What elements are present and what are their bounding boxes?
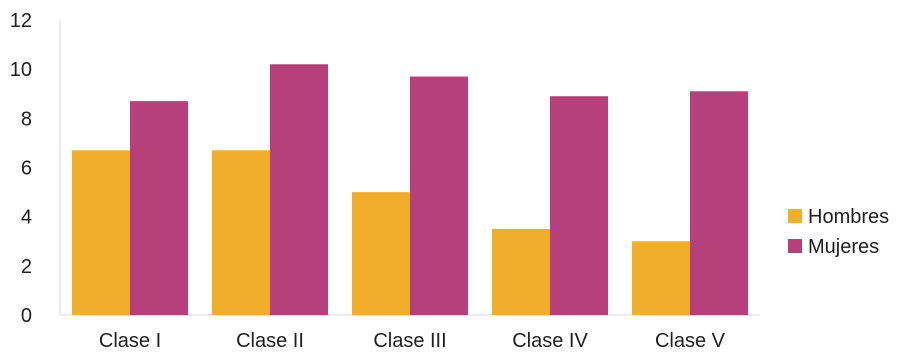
y-tick-label: 10: [10, 59, 32, 81]
x-axis-category-labels: Clase I Clase II Clase III Clase IV Clase V: [99, 330, 726, 352]
legend-label-hombres: Hombres: [808, 206, 889, 228]
y-tick-label: 0: [21, 305, 32, 327]
y-tick-label: 8: [21, 108, 32, 130]
x-tick-label: Clase IV: [512, 330, 588, 352]
bars-group: [72, 64, 748, 316]
bar-hombres-5: [632, 241, 690, 315]
bar-mujeres-5: [690, 91, 748, 316]
y-axis-tick-labels: 0 2 4 6 8 10 12: [10, 10, 32, 327]
y-tick-label: 6: [21, 158, 32, 180]
bar-mujeres-1: [130, 101, 188, 315]
x-tick-label: Clase III: [373, 330, 446, 352]
x-tick-label: Clase V: [655, 330, 726, 352]
y-tick-label: 12: [10, 10, 32, 32]
y-tick-label: 2: [21, 256, 32, 278]
bar-hombres-4: [492, 228, 550, 315]
legend-label-mujeres: Mujeres: [808, 236, 879, 258]
bar-mujeres-2: [270, 64, 328, 315]
x-tick-label: Clase II: [236, 330, 304, 352]
legend-swatch-hombres: [788, 209, 802, 223]
bar-mujeres-4: [550, 96, 608, 315]
legend: Hombres Mujeres: [788, 206, 889, 258]
bar-hombres-2: [212, 150, 270, 315]
bar-mujeres-3: [410, 76, 468, 316]
legend-swatch-mujeres: [788, 239, 802, 253]
y-tick-label: 4: [21, 207, 32, 229]
bar-hombres-1: [72, 150, 130, 315]
bar-hombres-3: [352, 192, 410, 315]
x-tick-label: Clase I: [99, 330, 161, 352]
